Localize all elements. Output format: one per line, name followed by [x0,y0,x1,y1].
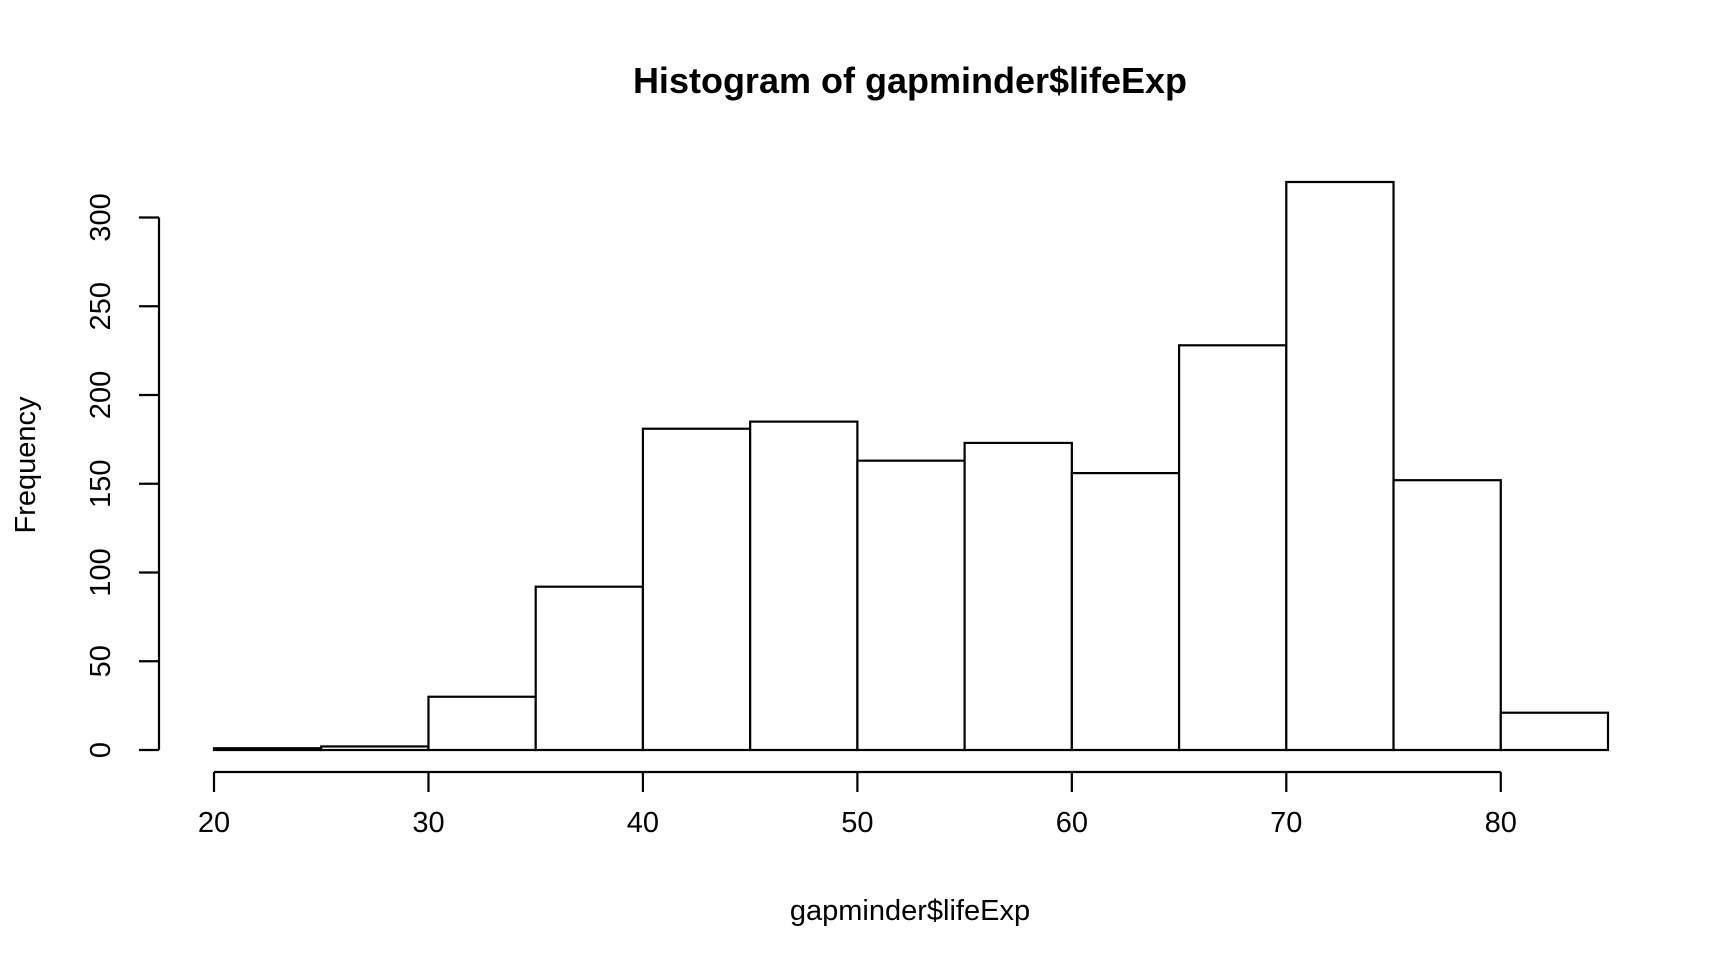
x-tick-label: 50 [841,807,873,839]
y-axis-label: Frequency [10,396,42,534]
histogram-bar-2 [320,745,430,752]
x-tick-label: 20 [198,807,230,839]
y-tick-label: 200 [85,371,117,419]
y-tick-label: 250 [85,282,117,330]
histogram-bar-3 [427,695,537,752]
histogram-bar-5 [641,427,752,752]
bars-group [212,180,1610,752]
x-axis-label: gapminder$lifeExp [790,895,1030,927]
histogram-bar-7 [856,459,966,752]
y-tick-label: 100 [85,548,117,596]
y-tick-label: 0 [85,742,117,758]
x-tick-label: 60 [1056,807,1088,839]
y-tick-label: 50 [85,645,117,677]
x-tick-label: 30 [412,807,444,839]
x-tick-label: 40 [627,807,659,839]
histogram-bar-13 [1499,711,1610,752]
histogram-bar-8 [963,441,1073,752]
histogram-bar-4 [534,585,645,752]
histogram-bar-10 [1177,344,1288,752]
histogram-bar-6 [749,420,859,752]
histogram-bar-11 [1285,180,1395,752]
histogram-bar-12 [1392,479,1502,752]
x-tick-label: 80 [1485,807,1517,839]
chart-title: Histogram of gapminder$lifeExp [633,60,1187,101]
histogram-bar-1 [212,747,323,752]
y-axis: 0 50 100 150 200 250 300 [85,193,161,758]
histogram-bar-9 [1070,472,1181,752]
x-tick-label: 70 [1270,807,1302,839]
y-tick-label: 150 [85,460,117,508]
x-axis: 20 30 40 50 60 70 80 [198,770,1517,839]
y-tick-label: 300 [85,193,117,241]
